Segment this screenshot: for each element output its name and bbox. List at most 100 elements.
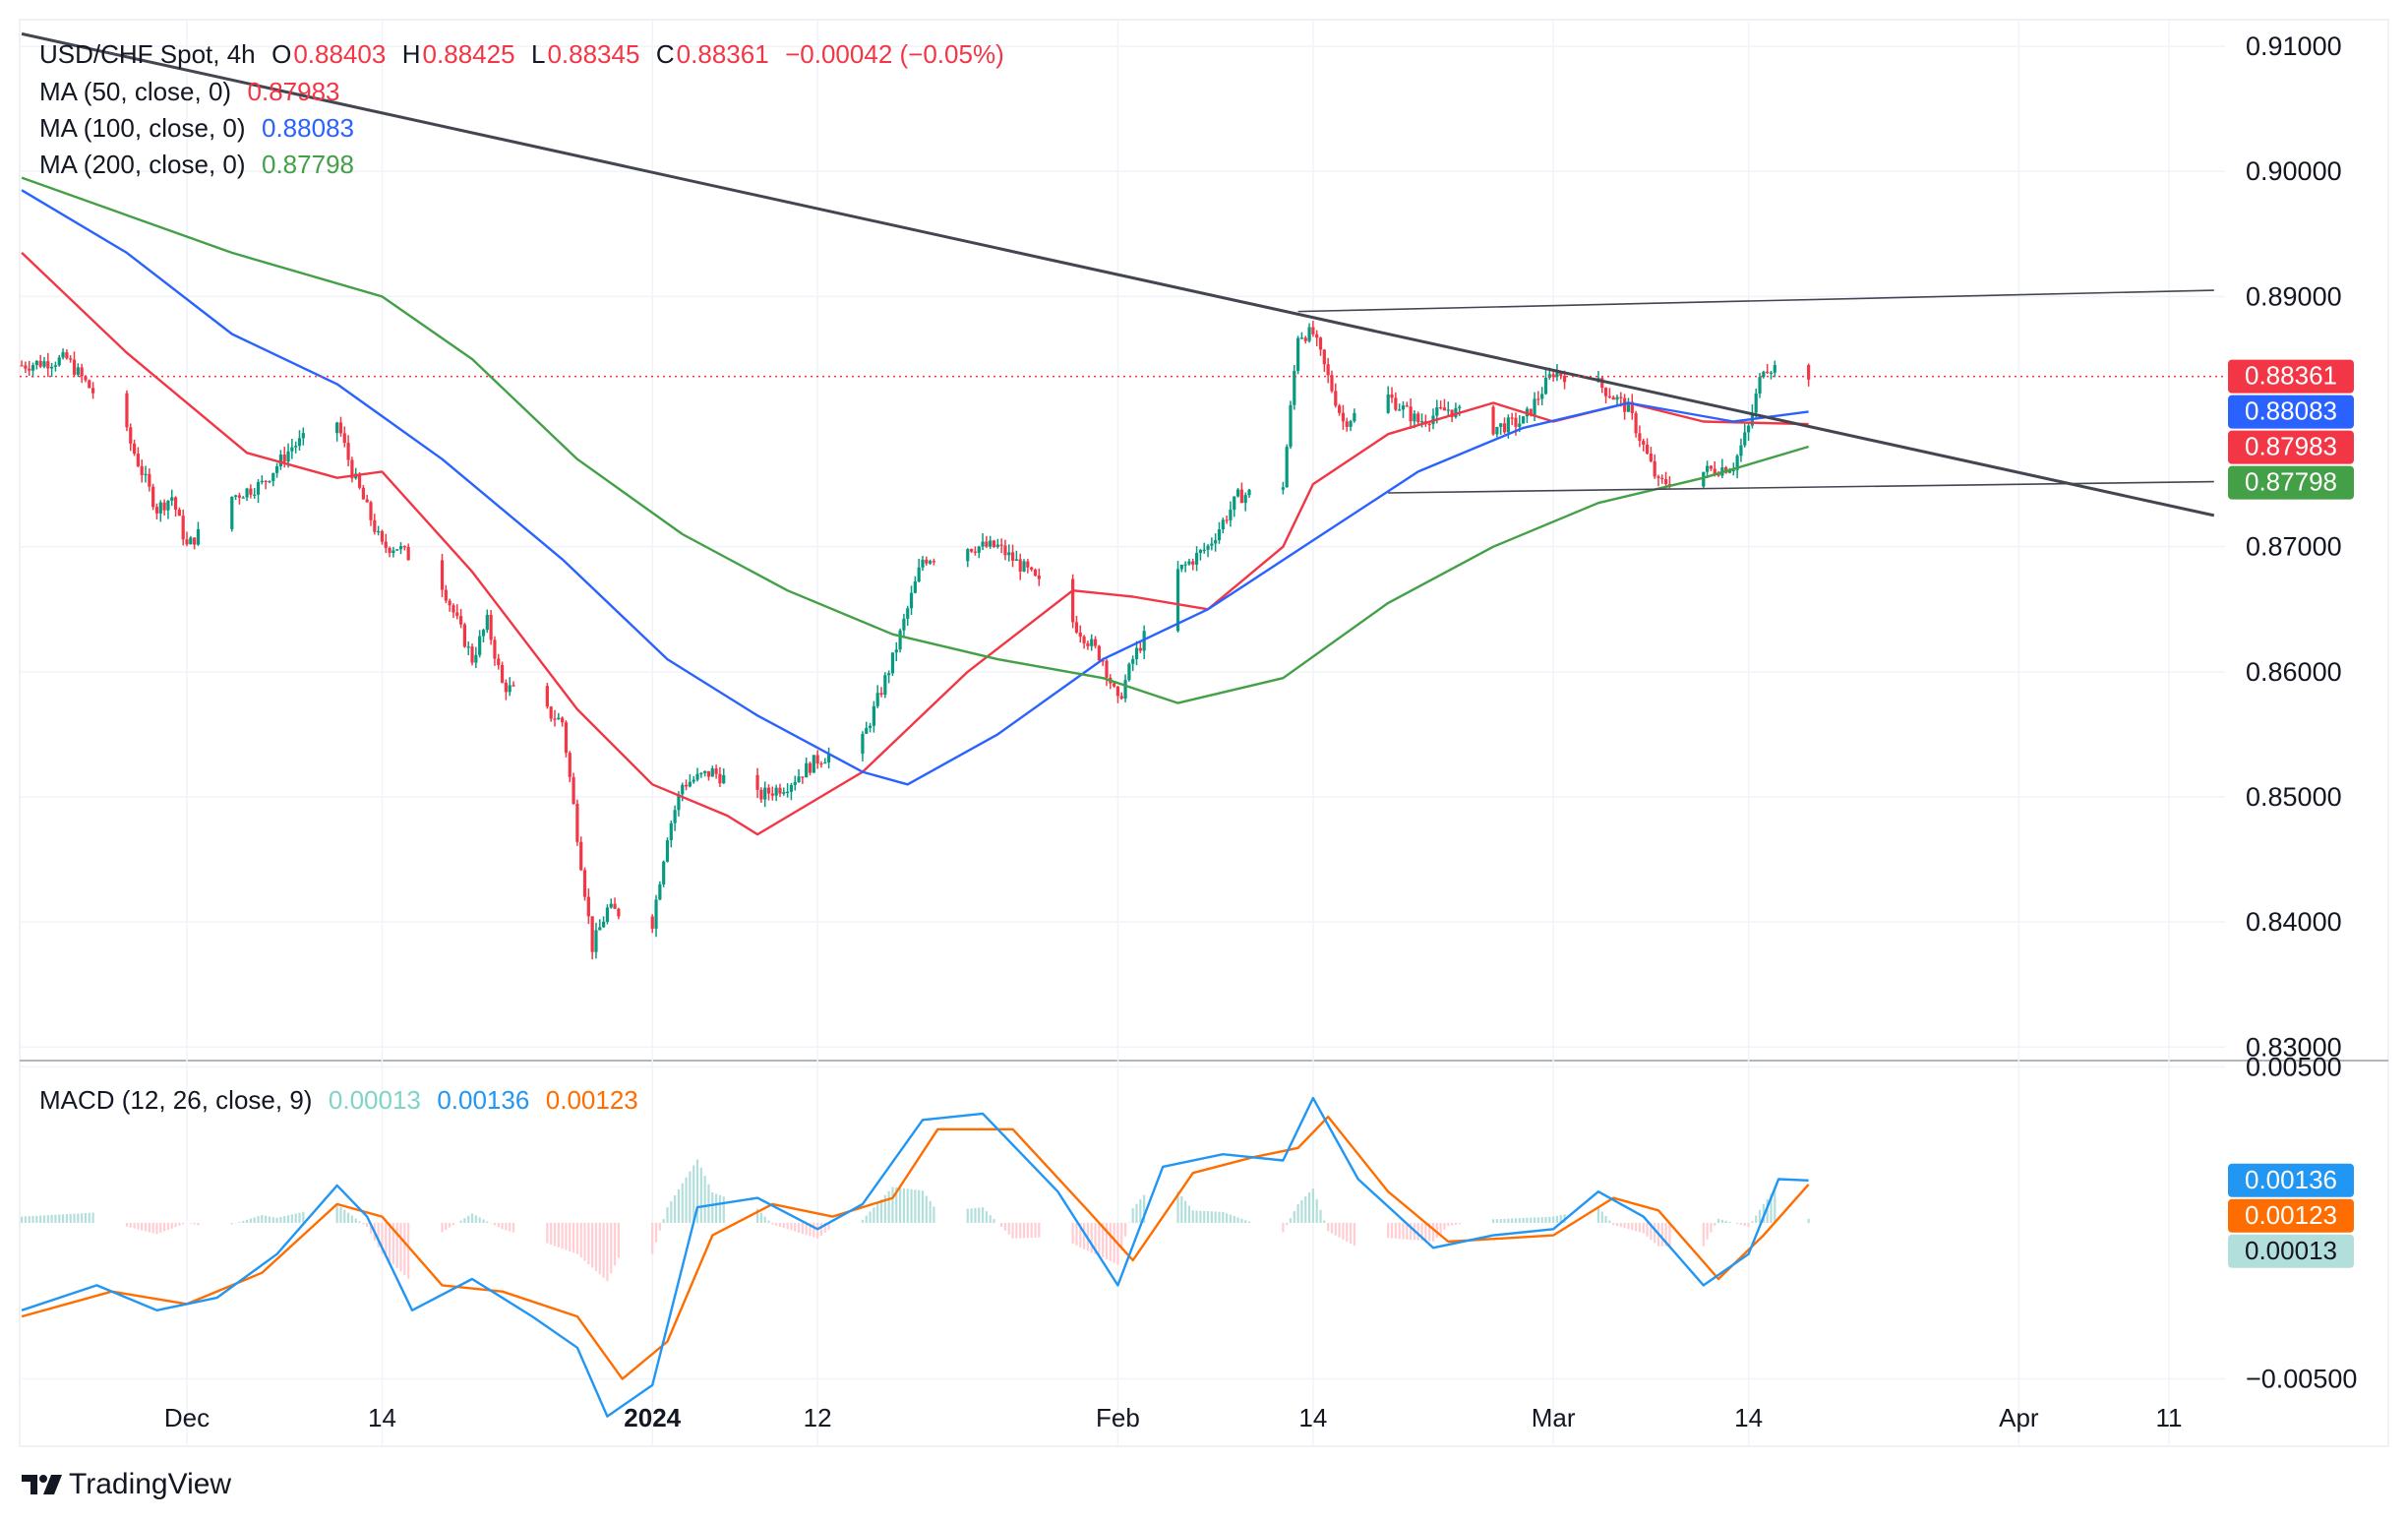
candle-body (1285, 447, 1289, 488)
candle-body (335, 422, 339, 434)
candle-body (805, 762, 809, 778)
macd-y-tick-label: −0.00500 (2246, 1365, 2357, 1394)
ma50-legend: MA (50, close, 0) 0.87983 (39, 77, 342, 107)
candle-body (65, 352, 69, 359)
candle-body (684, 784, 689, 787)
candle-body (782, 792, 786, 794)
candle-body (1390, 394, 1394, 398)
candle-body (230, 496, 234, 529)
candle-body (1296, 337, 1300, 372)
macd-value-tag-label: 0.00013 (2245, 1236, 2337, 1265)
price-tag-label: 0.88361 (2245, 361, 2337, 391)
macd-title: MACD (12, 26, close, 9) (39, 1085, 313, 1115)
y-tick-label: 0.85000 (2246, 782, 2342, 812)
candle-body (474, 654, 478, 663)
candle-body (932, 561, 936, 563)
x-tick-label: 11 (2156, 1403, 2183, 1432)
candle-body (493, 639, 497, 659)
candle-body (1416, 413, 1420, 423)
candle-body (909, 592, 914, 609)
candle-body (917, 567, 921, 581)
candle-body (557, 717, 561, 720)
macd-value-tag (2228, 1198, 2354, 1233)
candle-body (338, 422, 343, 434)
range-trendline (1388, 480, 2214, 494)
candle-body (582, 870, 587, 897)
candle-body (1458, 406, 1462, 408)
candle-body (1551, 374, 1555, 378)
candle-body (995, 544, 999, 547)
candle-body (1119, 696, 1123, 700)
candle-body (883, 675, 887, 696)
candle-body (481, 630, 486, 637)
candle-body (1022, 561, 1026, 572)
candle-body (1206, 545, 1210, 550)
candle-body (1217, 529, 1222, 541)
candle-body (373, 519, 377, 532)
candle-body (549, 706, 553, 719)
candle-body (665, 840, 670, 862)
candle-body (1716, 473, 1720, 476)
candle-body (1442, 407, 1447, 411)
candle-body (497, 658, 501, 665)
candle-body (706, 770, 711, 777)
candle-body (237, 495, 242, 498)
candle-body (1762, 371, 1766, 378)
candle-body (722, 774, 726, 784)
candle-body (1439, 406, 1443, 409)
candle-body (1115, 686, 1120, 697)
candle-body (271, 472, 275, 481)
candle-body (714, 768, 718, 774)
candle-body (72, 359, 77, 375)
candle-body (572, 776, 575, 805)
candle-body (1071, 578, 1075, 623)
candle-body (1307, 327, 1311, 341)
candle-body (710, 768, 714, 777)
candle-body (241, 497, 245, 499)
candle-body (24, 365, 28, 369)
candle-body (1642, 441, 1646, 445)
candle-body (402, 546, 406, 548)
candle-body (154, 507, 159, 514)
candle-body (234, 495, 238, 497)
candle-body (1731, 469, 1735, 472)
candle-body (985, 541, 989, 547)
candle-body (1709, 465, 1714, 469)
candle-body (755, 774, 759, 790)
candle-body (1529, 408, 1533, 415)
candle-body (879, 693, 883, 696)
candle-body (1078, 632, 1082, 638)
candle-body (692, 779, 695, 782)
candle-body (384, 541, 388, 548)
candle-body (605, 907, 610, 922)
ma100-value: 0.88083 (262, 113, 354, 143)
macd-value-tag (2228, 1234, 2354, 1268)
candle-body (966, 549, 970, 562)
candle-body (669, 822, 673, 841)
candle-body (448, 600, 452, 606)
candle-body (1543, 377, 1548, 395)
candle-body (1727, 470, 1732, 473)
candle-body (1326, 364, 1330, 376)
x-tick-label: Apr (1999, 1403, 2039, 1432)
tradingview-watermark[interactable]: TradingView (22, 1468, 231, 1501)
candle-body (1758, 377, 1762, 395)
candle-body (508, 685, 512, 693)
candle-body (361, 487, 365, 500)
candle-body (1739, 445, 1743, 457)
high-value: 0.88425 (422, 39, 515, 69)
candle-body (766, 787, 771, 794)
candle-body (158, 502, 162, 514)
candle-body (1311, 327, 1315, 335)
candle-body (1713, 468, 1716, 474)
x-tick-label: Feb (1096, 1403, 1140, 1432)
candle-body (1394, 397, 1398, 410)
candle-body (406, 546, 410, 561)
candle-body (1638, 433, 1642, 442)
candle-body (770, 793, 774, 796)
candle-body (1386, 394, 1390, 413)
candle-body (1607, 396, 1611, 397)
close-label: C (655, 39, 675, 69)
candle-body (1499, 423, 1503, 427)
